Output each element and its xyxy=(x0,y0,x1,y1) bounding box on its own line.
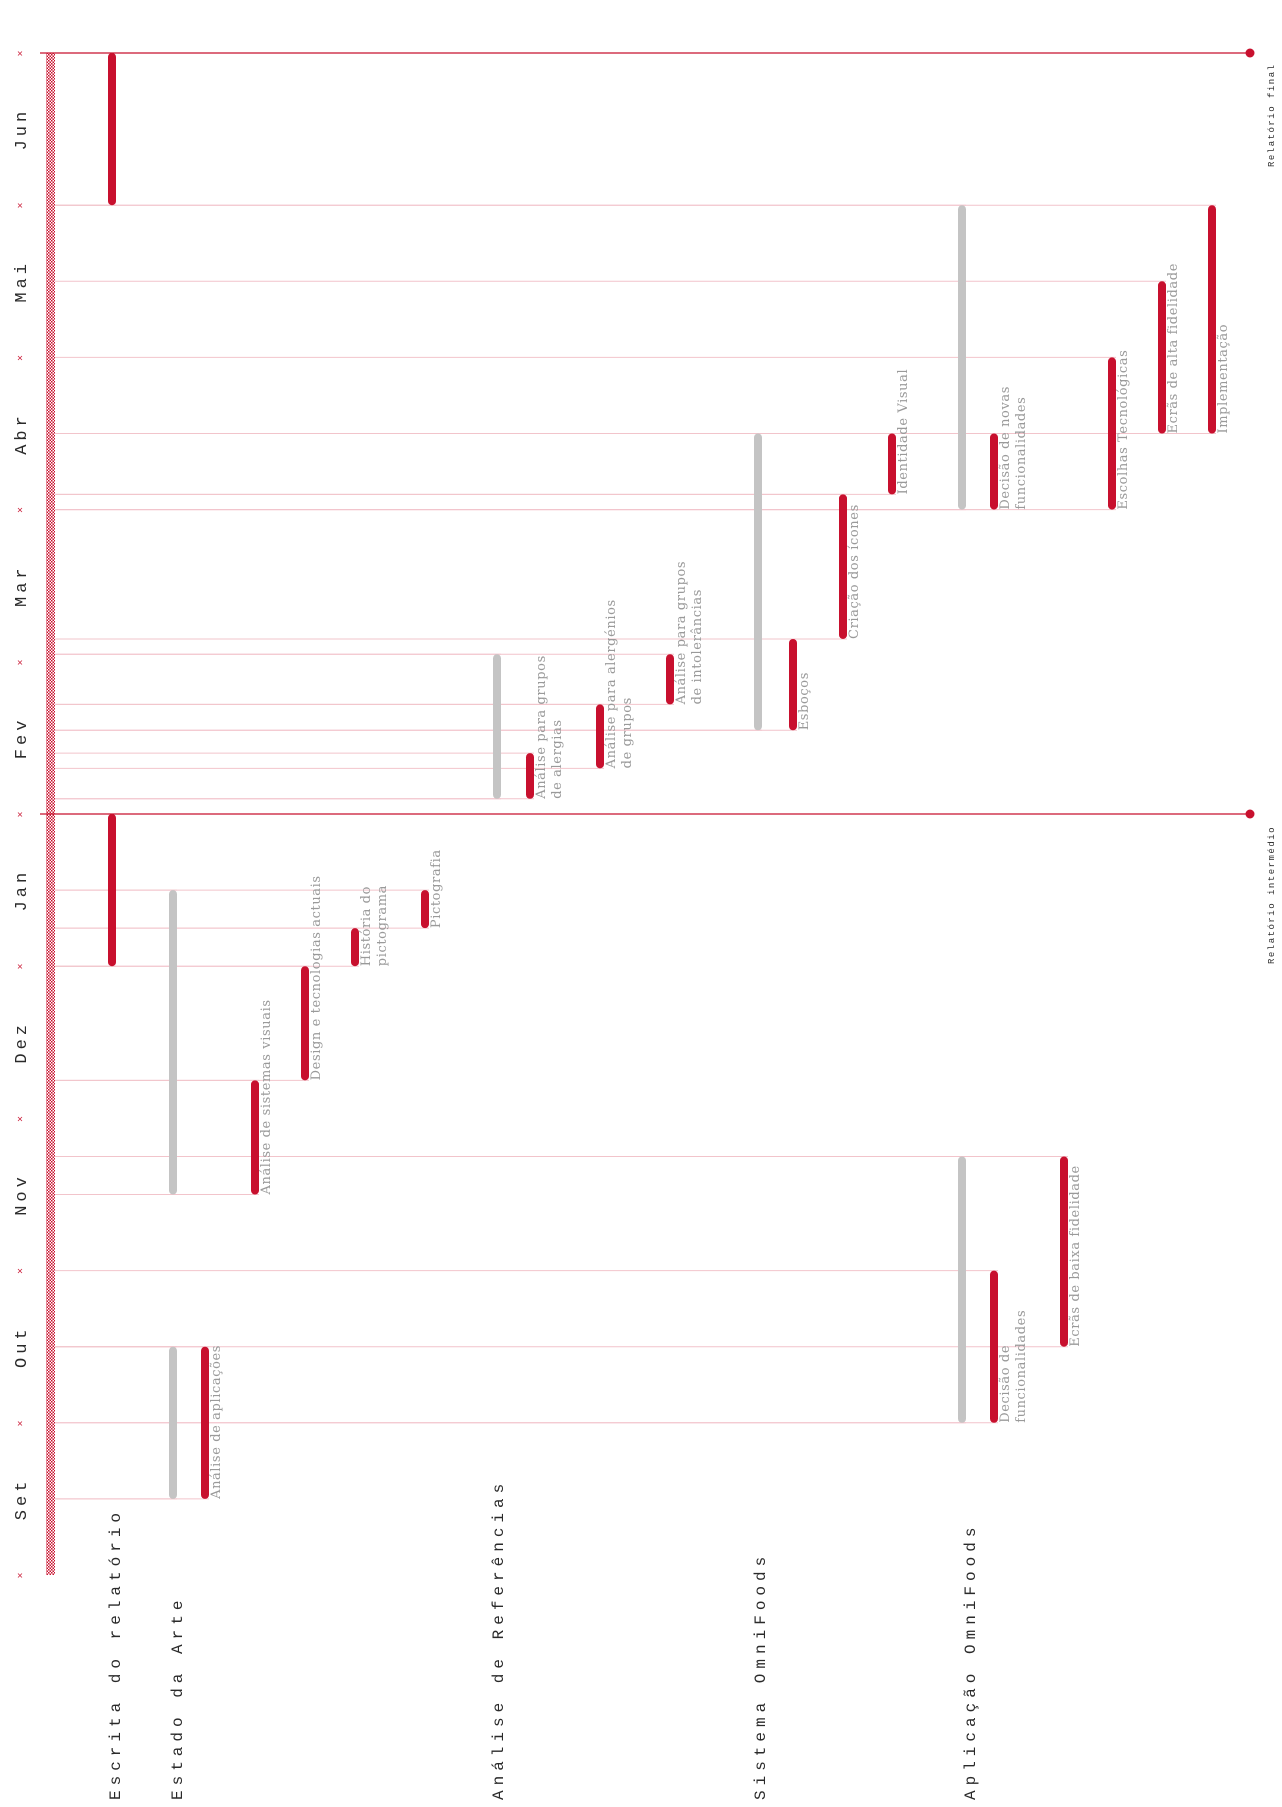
month-boundary-tick: × xyxy=(17,810,24,819)
task-bar xyxy=(108,814,116,967)
month-label-jan: Jan xyxy=(13,869,32,912)
month-label-out: Out xyxy=(13,1325,32,1368)
task-bar xyxy=(990,1270,998,1423)
task-label: Implementação xyxy=(1216,324,1231,434)
month-boundary-tick: × xyxy=(17,201,24,210)
task-label: Análise de sistemas visuais xyxy=(259,999,274,1195)
phase-bar xyxy=(958,1156,966,1423)
phase-bar xyxy=(169,1346,177,1499)
month-label-fev: Fev xyxy=(13,717,32,760)
category-labels: Escrita do relatório Estado da Arte Anális… xyxy=(107,1479,980,1800)
category-label: Estado da Arte xyxy=(169,1596,187,1800)
milestone-dot xyxy=(1245,48,1255,58)
task-label: Identidade Visual xyxy=(896,369,911,495)
milestone-label: Relatório final xyxy=(1267,63,1277,167)
month-labels: × × × × × × × × × × × Set Out Nov Dez Jan Fev Mar Abr Mai Ju… xyxy=(13,49,32,1580)
task-label: Escolhas Tecnológicas xyxy=(1116,350,1131,510)
task-bar xyxy=(1208,205,1216,434)
month-boundary-tick: × xyxy=(17,962,24,971)
month-label-nov: Nov xyxy=(13,1173,32,1216)
task-label: Análise para gruposde intolerâncias xyxy=(674,561,705,706)
task-labels: Análise de aplicações Análise de sistemas… xyxy=(209,263,1231,1500)
task-label: Decisão defuncionalidades xyxy=(998,1310,1029,1423)
task-label: Análise de aplicações xyxy=(209,1345,224,1500)
task-label: História dopictograma xyxy=(359,885,390,966)
task-label: Esboços xyxy=(797,672,812,730)
task-bar xyxy=(421,890,429,929)
task-label: Ecrãs de baixa fidelidade xyxy=(1068,1165,1083,1347)
task-bar xyxy=(888,433,896,495)
category-label: Escrita do relatório xyxy=(107,1508,125,1800)
task-bar xyxy=(351,928,359,967)
phase-bar xyxy=(958,205,966,510)
task-bar xyxy=(251,1080,259,1195)
milestone-label: Relatório intermédio xyxy=(1267,826,1277,964)
month-boundary-tick: × xyxy=(17,1571,24,1580)
task-bar xyxy=(990,433,998,510)
month-label-abr: Abr xyxy=(13,412,32,455)
month-label-mai: Mai xyxy=(13,260,32,303)
month-label-mar: Mar xyxy=(13,564,32,607)
task-bar xyxy=(201,1346,209,1499)
milestone-dot xyxy=(1245,809,1255,819)
month-boundary-tick: × xyxy=(17,1114,24,1123)
month-boundary-tick: × xyxy=(17,1419,24,1428)
category-label: Análise de Referências xyxy=(490,1479,508,1800)
task-bar xyxy=(1158,281,1166,434)
phase-bar xyxy=(754,433,762,731)
task-bar xyxy=(108,53,116,206)
milestones: Relatório intermédio Relatório final xyxy=(40,48,1277,964)
task-label: Decisão de novasfuncionalidades xyxy=(998,386,1029,510)
phase-bar xyxy=(493,654,501,799)
task-bar xyxy=(666,654,674,705)
category-label: Sistema OmniFoods xyxy=(752,1552,770,1800)
month-boundary-tick: × xyxy=(17,353,24,362)
month-boundary-tick: × xyxy=(17,658,24,667)
task-label: Criação dos ícones xyxy=(847,504,862,639)
task-label: Pictografia xyxy=(429,849,444,928)
task-bar xyxy=(789,638,797,731)
task-bar xyxy=(526,753,534,799)
month-boundary-tick: × xyxy=(17,1267,24,1276)
task-label: Análise para gruposde alergias xyxy=(534,655,565,800)
task-bar xyxy=(301,966,309,1081)
task-bar xyxy=(839,494,847,639)
task-bar xyxy=(596,704,604,769)
task-label: Design e tecnologias actuais xyxy=(309,875,324,1080)
category-label: Aplicação OmniFoods xyxy=(962,1523,980,1800)
guide-lines xyxy=(55,52,1216,1500)
month-label-jun: Jun xyxy=(13,108,32,151)
task-bar xyxy=(1108,357,1116,510)
phase-bar xyxy=(169,890,177,1195)
month-boundary-tick: × xyxy=(17,49,24,58)
month-boundary-tick: × xyxy=(17,506,24,515)
month-label-set: Set xyxy=(13,1478,32,1521)
task-bar xyxy=(1060,1156,1068,1347)
task-label: Ecrãs de alta fidelidade xyxy=(1166,263,1181,434)
month-label-dez: Dez xyxy=(13,1021,32,1064)
task-bars xyxy=(108,53,1216,1499)
task-label: Análise para alergéniosde grupos xyxy=(604,599,635,769)
